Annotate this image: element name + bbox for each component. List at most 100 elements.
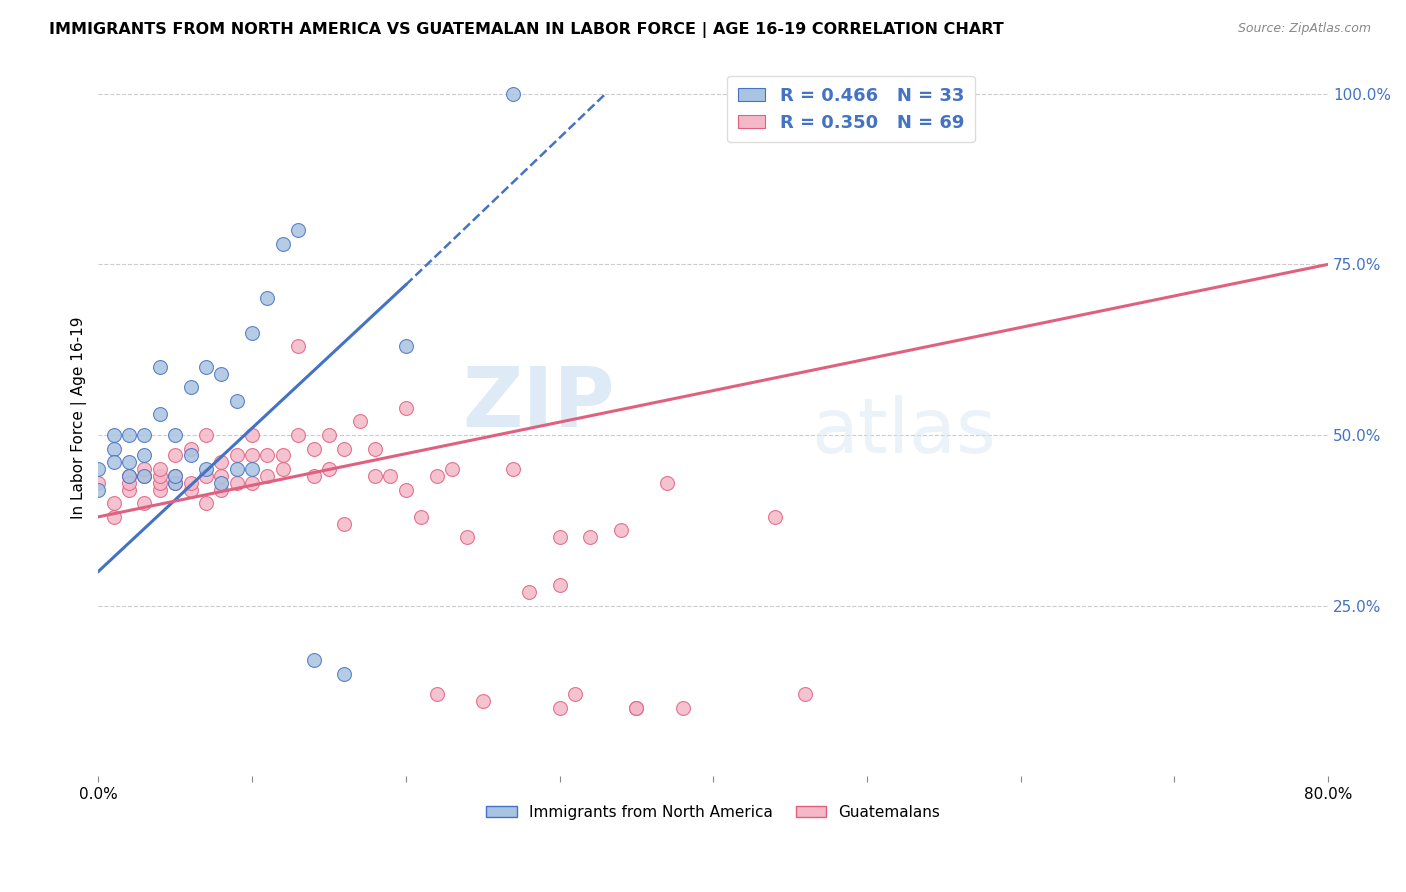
Point bbox=[256, 292, 278, 306]
Point bbox=[194, 428, 217, 442]
Point bbox=[440, 462, 463, 476]
Point bbox=[194, 496, 217, 510]
Point bbox=[165, 475, 187, 490]
Point bbox=[626, 701, 648, 715]
Point bbox=[240, 326, 263, 340]
Point bbox=[149, 359, 172, 374]
Point bbox=[287, 339, 309, 353]
Point bbox=[240, 462, 263, 476]
Point bbox=[794, 687, 817, 701]
Point bbox=[610, 524, 633, 538]
Point bbox=[302, 469, 325, 483]
Point bbox=[165, 449, 187, 463]
Point bbox=[395, 483, 418, 497]
Point bbox=[287, 223, 309, 237]
Point bbox=[411, 509, 433, 524]
Point bbox=[318, 428, 340, 442]
Point bbox=[364, 442, 387, 456]
Point bbox=[240, 475, 263, 490]
Point bbox=[548, 701, 571, 715]
Point bbox=[149, 408, 172, 422]
Point bbox=[271, 462, 294, 476]
Point bbox=[240, 428, 263, 442]
Point bbox=[134, 462, 156, 476]
Point bbox=[165, 428, 187, 442]
Point bbox=[149, 462, 172, 476]
Point bbox=[165, 475, 187, 490]
Text: atlas: atlas bbox=[811, 395, 997, 469]
Point bbox=[87, 462, 110, 476]
Point bbox=[225, 449, 247, 463]
Point bbox=[502, 87, 524, 101]
Point bbox=[209, 475, 232, 490]
Point bbox=[134, 449, 156, 463]
Point bbox=[395, 339, 418, 353]
Point bbox=[333, 666, 356, 681]
Point bbox=[626, 701, 648, 715]
Point bbox=[333, 442, 356, 456]
Point bbox=[271, 449, 294, 463]
Point bbox=[502, 462, 524, 476]
Point bbox=[271, 236, 294, 251]
Point bbox=[118, 428, 141, 442]
Point bbox=[763, 509, 786, 524]
Point bbox=[134, 469, 156, 483]
Point bbox=[548, 530, 571, 544]
Point bbox=[209, 483, 232, 497]
Point bbox=[333, 516, 356, 531]
Point bbox=[118, 455, 141, 469]
Point bbox=[302, 442, 325, 456]
Point bbox=[180, 483, 202, 497]
Point bbox=[225, 462, 247, 476]
Point bbox=[395, 401, 418, 415]
Point bbox=[87, 483, 110, 497]
Point bbox=[134, 428, 156, 442]
Point bbox=[194, 359, 217, 374]
Point bbox=[302, 653, 325, 667]
Point bbox=[103, 442, 125, 456]
Point bbox=[564, 687, 586, 701]
Point bbox=[118, 469, 141, 483]
Point bbox=[225, 475, 247, 490]
Point bbox=[318, 462, 340, 476]
Legend: Immigrants from North America, Guatemalans: Immigrants from North America, Guatemala… bbox=[479, 798, 946, 826]
Point bbox=[349, 414, 371, 428]
Point bbox=[103, 509, 125, 524]
Point bbox=[287, 428, 309, 442]
Point bbox=[209, 455, 232, 469]
Point bbox=[364, 469, 387, 483]
Point bbox=[256, 469, 278, 483]
Point bbox=[225, 393, 247, 408]
Point bbox=[103, 496, 125, 510]
Point bbox=[103, 455, 125, 469]
Text: Source: ZipAtlas.com: Source: ZipAtlas.com bbox=[1237, 22, 1371, 36]
Point bbox=[209, 469, 232, 483]
Point bbox=[134, 469, 156, 483]
Point bbox=[194, 469, 217, 483]
Point bbox=[671, 701, 693, 715]
Point bbox=[180, 475, 202, 490]
Point bbox=[134, 496, 156, 510]
Point bbox=[240, 449, 263, 463]
Point bbox=[118, 475, 141, 490]
Point bbox=[149, 475, 172, 490]
Point bbox=[380, 469, 402, 483]
Point bbox=[548, 578, 571, 592]
Text: IMMIGRANTS FROM NORTH AMERICA VS GUATEMALAN IN LABOR FORCE | AGE 16-19 CORRELATI: IMMIGRANTS FROM NORTH AMERICA VS GUATEMA… bbox=[49, 22, 1004, 38]
Text: ZIP: ZIP bbox=[463, 363, 614, 444]
Y-axis label: In Labor Force | Age 16-19: In Labor Force | Age 16-19 bbox=[72, 317, 87, 519]
Point bbox=[165, 469, 187, 483]
Point bbox=[579, 530, 602, 544]
Point bbox=[194, 462, 217, 476]
Point bbox=[209, 367, 232, 381]
Point bbox=[180, 449, 202, 463]
Point bbox=[180, 442, 202, 456]
Point bbox=[517, 585, 540, 599]
Point bbox=[118, 483, 141, 497]
Point bbox=[456, 530, 478, 544]
Point bbox=[655, 475, 678, 490]
Point bbox=[103, 428, 125, 442]
Point bbox=[180, 380, 202, 394]
Point bbox=[256, 449, 278, 463]
Point bbox=[118, 469, 141, 483]
